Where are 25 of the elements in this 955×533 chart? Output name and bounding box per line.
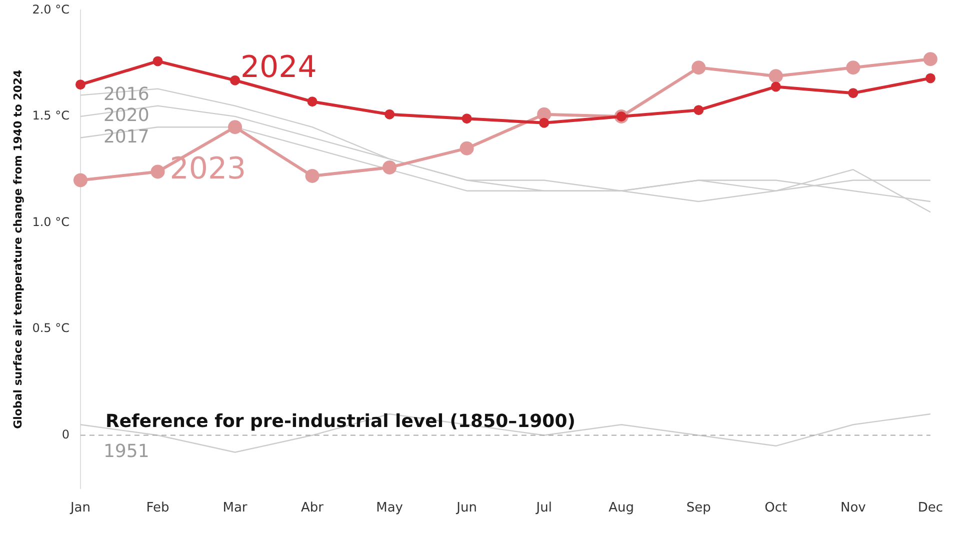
y-tick-label: 2.0 °C [32, 2, 70, 16]
y-tick-label: 1.0 °C [32, 214, 70, 229]
x-tick-label: Sep [686, 500, 711, 516]
x-tick-label: Abr [301, 500, 324, 516]
series-label: 2017 [103, 126, 150, 148]
x-tick-label: Jan [69, 500, 90, 516]
series-label: 2024 [240, 50, 317, 85]
series-label: 2016 [103, 84, 150, 105]
ref-line-label: Reference for pre-industrial level (1850–1900) [105, 410, 576, 432]
x-tick-label: Aug [608, 500, 634, 516]
x-tick-label: Mar [222, 500, 248, 516]
x-tick-label: May [376, 500, 404, 516]
series-label: 1951 [103, 440, 150, 462]
x-tick-label: Oct [764, 500, 788, 516]
x-tick-label: Jun [456, 500, 477, 516]
x-tick-label: Jul [535, 500, 552, 516]
x-tick-label: Dec [918, 500, 943, 516]
y-axis-title: Global surface air temperature change from 1940 to 2024 [11, 69, 24, 429]
x-tick-label: Nov [840, 500, 866, 516]
series-label: 2023 [170, 152, 246, 187]
y-tick-label: 0 [62, 427, 70, 442]
y-tick-label: 0.5 °C [32, 321, 70, 336]
y-tick-label: 1.5 °C [32, 108, 70, 123]
series-label: 2020 [103, 105, 150, 126]
x-tick-label: Feb [146, 500, 170, 516]
